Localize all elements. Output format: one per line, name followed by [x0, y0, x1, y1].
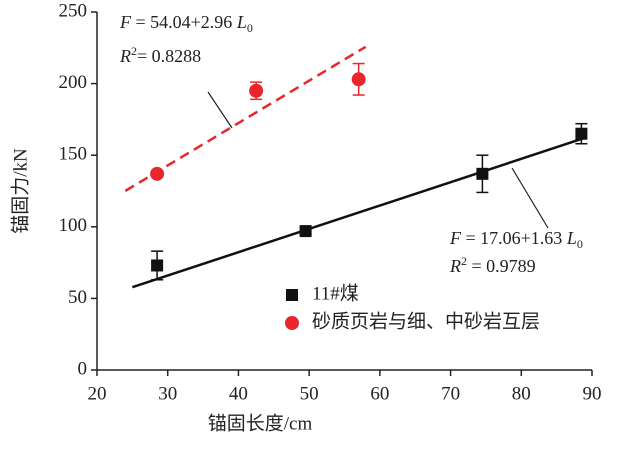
eq-var: L — [236, 12, 247, 32]
point — [151, 259, 164, 272]
x-tick-label: 50 — [300, 383, 319, 404]
y-tick-label: 0 — [78, 358, 88, 379]
leader-line — [207, 91, 233, 129]
eq-sub: 0 — [577, 237, 583, 251]
y-tick-label: 50 — [68, 287, 87, 308]
eq-lhs: F — [449, 228, 462, 248]
y-tick-label: 250 — [59, 0, 88, 21]
point — [249, 83, 264, 98]
eq-rhs: = 17.06+1.63 — [461, 228, 567, 248]
point — [351, 72, 366, 87]
y-tick-label: 200 — [59, 72, 88, 93]
x-tick-label: 20 — [88, 383, 107, 404]
legend-label: 11#煤 — [312, 282, 359, 304]
x-tick-label: 90 — [583, 383, 602, 404]
fit-equation: F = 17.06+1.63 L0 — [449, 228, 583, 251]
r2-sup: 2 — [131, 44, 137, 58]
eq-var: L — [566, 228, 577, 248]
eq-lhs: F — [119, 12, 132, 32]
r2-sym: R — [119, 46, 131, 66]
r2-sym: R — [449, 256, 461, 276]
leader-line — [511, 167, 549, 229]
x-tick-label: 40 — [229, 383, 248, 404]
point — [575, 127, 588, 140]
y-tick-label: 150 — [59, 144, 88, 165]
x-axis-label: 锚固长度/cm — [208, 412, 313, 434]
r2-sup: 2 — [461, 254, 467, 268]
r2-rhs: = 0.8288 — [137, 46, 201, 66]
point — [476, 167, 489, 180]
legend-label: 砂质页岩与细、中砂岩互层 — [312, 310, 540, 332]
fit-r2: R2= 0.8288 — [119, 44, 201, 66]
point — [150, 166, 165, 181]
fit-equation: F = 54.04+2.96 L0 — [119, 12, 253, 35]
r2-rhs: = 0.9789 — [467, 256, 536, 276]
legend-marker — [285, 316, 299, 330]
point — [299, 225, 312, 238]
eq-sub: 0 — [247, 21, 253, 35]
x-tick-label: 30 — [158, 383, 177, 404]
y-tick-label: 100 — [59, 215, 88, 236]
x-tick-label: 80 — [512, 383, 531, 404]
y-axis-label: 锚固力/kN — [9, 148, 31, 234]
legend-marker — [286, 289, 298, 301]
fit-r2: R2 = 0.9789 — [449, 254, 536, 276]
x-tick-label: 60 — [370, 383, 389, 404]
fit-line — [124, 45, 367, 192]
x-tick-label: 70 — [441, 383, 460, 404]
fit-line — [131, 136, 586, 289]
eq-rhs: = 54.04+2.96 — [131, 12, 237, 32]
